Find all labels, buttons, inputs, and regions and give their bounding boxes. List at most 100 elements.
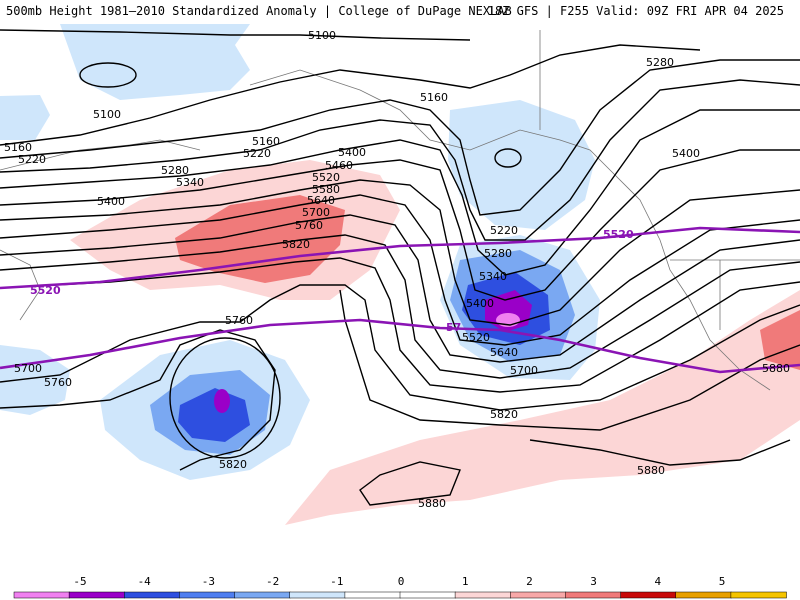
colorbar-tick-label: 1: [462, 575, 469, 588]
contour-label: 5760: [295, 219, 323, 232]
colorbar-tick-label: 4: [654, 575, 661, 588]
canada-border: [539, 30, 800, 330]
contour-label: 5880: [418, 497, 446, 510]
contour-label: 5400: [97, 195, 125, 208]
contour-5340: [0, 109, 800, 276]
colorbar-tick-label: -1: [330, 575, 343, 588]
colorbar-tick-label: -3: [202, 575, 215, 588]
contour-label: 5220: [490, 224, 518, 237]
contour-label: 5400: [466, 297, 494, 310]
contour-labels: 5100 5100 5160 5160 5160 5220 5220 5220 …: [4, 29, 790, 510]
contour-5640: [0, 234, 800, 379]
highlight-label: 5520: [603, 228, 634, 241]
contour-label: 5220: [243, 147, 271, 160]
map-title: 500mb Height 1981–2010 Standardized Anom…: [6, 4, 512, 18]
colorbar-tick-label: -2: [266, 575, 279, 588]
negative-anomaly-west-low-strong: [178, 388, 250, 442]
contour-5220: [0, 59, 800, 216]
positive-anomaly-southeast: [760, 310, 800, 370]
contour-label: 5100: [93, 108, 121, 121]
contour-label: 5700: [302, 206, 330, 219]
contour-label: 5820: [219, 458, 247, 471]
negative-anomaly-north: [60, 24, 250, 100]
colorbar-swatch: [179, 591, 236, 599]
colorbar-swatch: [234, 591, 291, 599]
contour-label: 5700: [14, 362, 42, 375]
colorbar-swatch: [730, 591, 787, 599]
contour-label: 5280: [484, 247, 512, 260]
contour-5580: [0, 214, 800, 363]
anomaly-map: 5100 5100 5160 5160 5160 5220 5220 5220 …: [0, 24, 800, 525]
colorbar-swatch: [454, 591, 511, 599]
contour-5400: [0, 149, 800, 301]
contour-5100-closed: [79, 62, 137, 88]
colorbar-swatch: [289, 591, 346, 599]
contour-label: 5700: [510, 364, 538, 377]
negative-anomaly-gulf-alaska: [448, 100, 595, 230]
contour-label: 5820: [282, 238, 310, 251]
highlight-labels: 5520 5520 57: [30, 228, 634, 334]
contour-label: 5340: [479, 270, 507, 283]
contour-label: 5760: [225, 314, 253, 327]
colorbar-swatch: [124, 591, 181, 599]
colorbar-swatches: [13, 591, 787, 599]
colorbar-swatch: [68, 591, 125, 599]
highlight-label: 57: [446, 321, 461, 334]
contour-label: 5820: [490, 408, 518, 421]
contour-label: 5400: [338, 146, 366, 159]
contour-5160-closed: [494, 148, 522, 168]
colorbar-swatch: [620, 591, 677, 599]
contour-label: 5160: [4, 141, 32, 154]
highlight-contour-south: [0, 318, 800, 374]
colorbar-swatch: [565, 591, 622, 599]
contour-label: 5880: [637, 464, 665, 477]
contour-5820-west-low: [169, 337, 281, 459]
height-contours: [0, 29, 800, 506]
contour-label: 5160: [252, 135, 280, 148]
positive-anomaly-south: [285, 290, 800, 525]
alaska-coast: [249, 69, 771, 391]
contour-5700: [0, 257, 800, 393]
highlight-contour-north: [0, 226, 800, 290]
colorbar-swatch: [344, 591, 401, 599]
colorbar-tick-label: 2: [526, 575, 533, 588]
colorbar-tick-label: -4: [138, 575, 152, 588]
contour-label: 5100: [308, 29, 336, 42]
colorbar-swatch: [399, 591, 456, 599]
contour-label: 5640: [490, 346, 518, 359]
contour-5280: [0, 79, 800, 241]
contour-5880: [359, 439, 791, 506]
contour-label: 5160: [420, 91, 448, 104]
east-asia-coast: [0, 249, 41, 321]
highlight-label: 5520: [30, 284, 61, 297]
contour-label: 5520: [462, 331, 490, 344]
highlight-contours: [0, 226, 800, 374]
contour-5820: [0, 289, 800, 471]
contour-label: 5520: [312, 171, 340, 184]
contour-label: 5280: [161, 164, 189, 177]
model-valid-time: 18Z GFS | F255 Valid: 09Z FRI APR 04 202…: [487, 4, 784, 18]
negative-anomaly-far-west: [0, 345, 70, 415]
colorbar: -5 -4 -3 -2 -1 0 1 2 3 4 5: [13, 575, 787, 599]
colorbar-swatch: [13, 591, 70, 599]
contour-label: 5580: [312, 183, 340, 196]
contour-5160: [0, 44, 701, 146]
contour-label: 5880: [762, 362, 790, 375]
colorbar-tick-label: 0: [398, 575, 405, 588]
colorbar-tick-label: -5: [73, 575, 86, 588]
contour-label: 5460: [325, 159, 353, 172]
contour-label: 5400: [672, 147, 700, 160]
contour-label: 5340: [176, 176, 204, 189]
colorbar-swatch: [675, 591, 732, 599]
contour-label: 5640: [307, 194, 335, 207]
colorbar-ticks: -5 -4 -3 -2 -1 0 1 2 3 4 5: [73, 575, 725, 588]
west-low-core: [214, 389, 230, 413]
contour-label: 5280: [646, 56, 674, 69]
contour-label: 5760: [44, 376, 72, 389]
contour-label: 5220: [18, 153, 46, 166]
colorbar-swatch: [510, 591, 567, 599]
contour-5100: [0, 29, 471, 41]
map-header: 500mb Height 1981–2010 Standardized Anom…: [0, 0, 800, 22]
contour-5760: [0, 284, 800, 411]
negative-anomaly-north2: [0, 95, 50, 140]
